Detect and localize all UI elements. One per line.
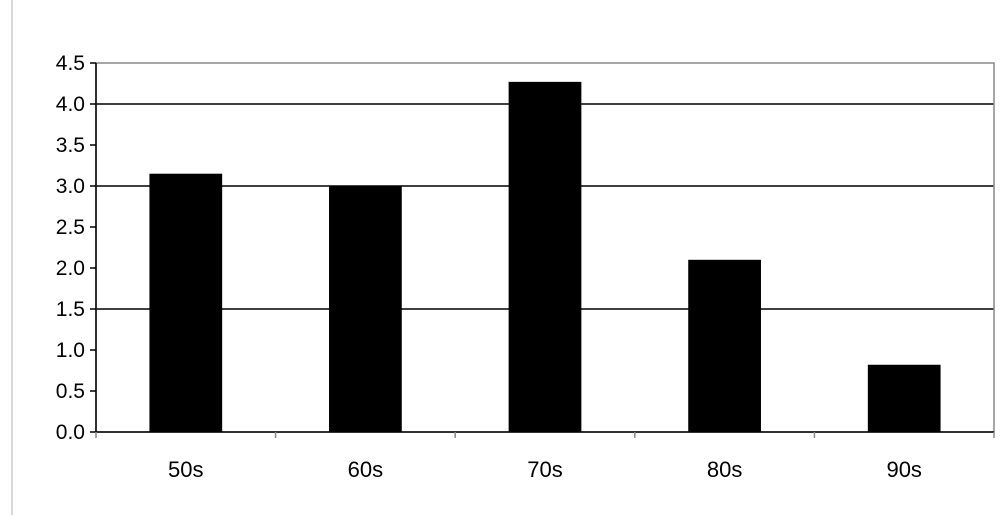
x-tick-label: 80s — [707, 457, 742, 482]
y-tick-label: 0.0 — [56, 421, 85, 444]
y-tick-label: 2.5 — [56, 216, 85, 239]
bars — [149, 81, 941, 433]
y-tick-label: 3.0 — [56, 175, 85, 198]
y-tick-label: 1.0 — [56, 339, 85, 362]
y-tick-label: 0.5 — [56, 380, 85, 403]
bar — [867, 364, 941, 432]
x-tick-label: 90s — [886, 457, 921, 482]
bar — [688, 259, 761, 432]
axes — [90, 62, 995, 438]
y-tick-label: 4.5 — [56, 52, 85, 75]
y-tick-label: 4.0 — [56, 93, 85, 116]
y-tick-label: 3.5 — [56, 134, 85, 157]
x-tick-label: 60s — [348, 457, 383, 482]
x-tick-label: 70s — [527, 457, 562, 482]
bar — [329, 186, 402, 432]
x-tick-label: 50s — [168, 457, 203, 482]
x-tick-labels: 50s 60s 70s 80s 90s — [168, 457, 922, 482]
bar — [149, 173, 223, 432]
y-tick-label: 2.0 — [56, 257, 85, 280]
y-tick-labels: 0.0 0.5 1.0 1.5 2.0 2.5 3.0 3.5 4.0 4.5 — [56, 52, 85, 444]
bar — [508, 81, 582, 433]
y-tick-label: 1.5 — [56, 298, 85, 321]
